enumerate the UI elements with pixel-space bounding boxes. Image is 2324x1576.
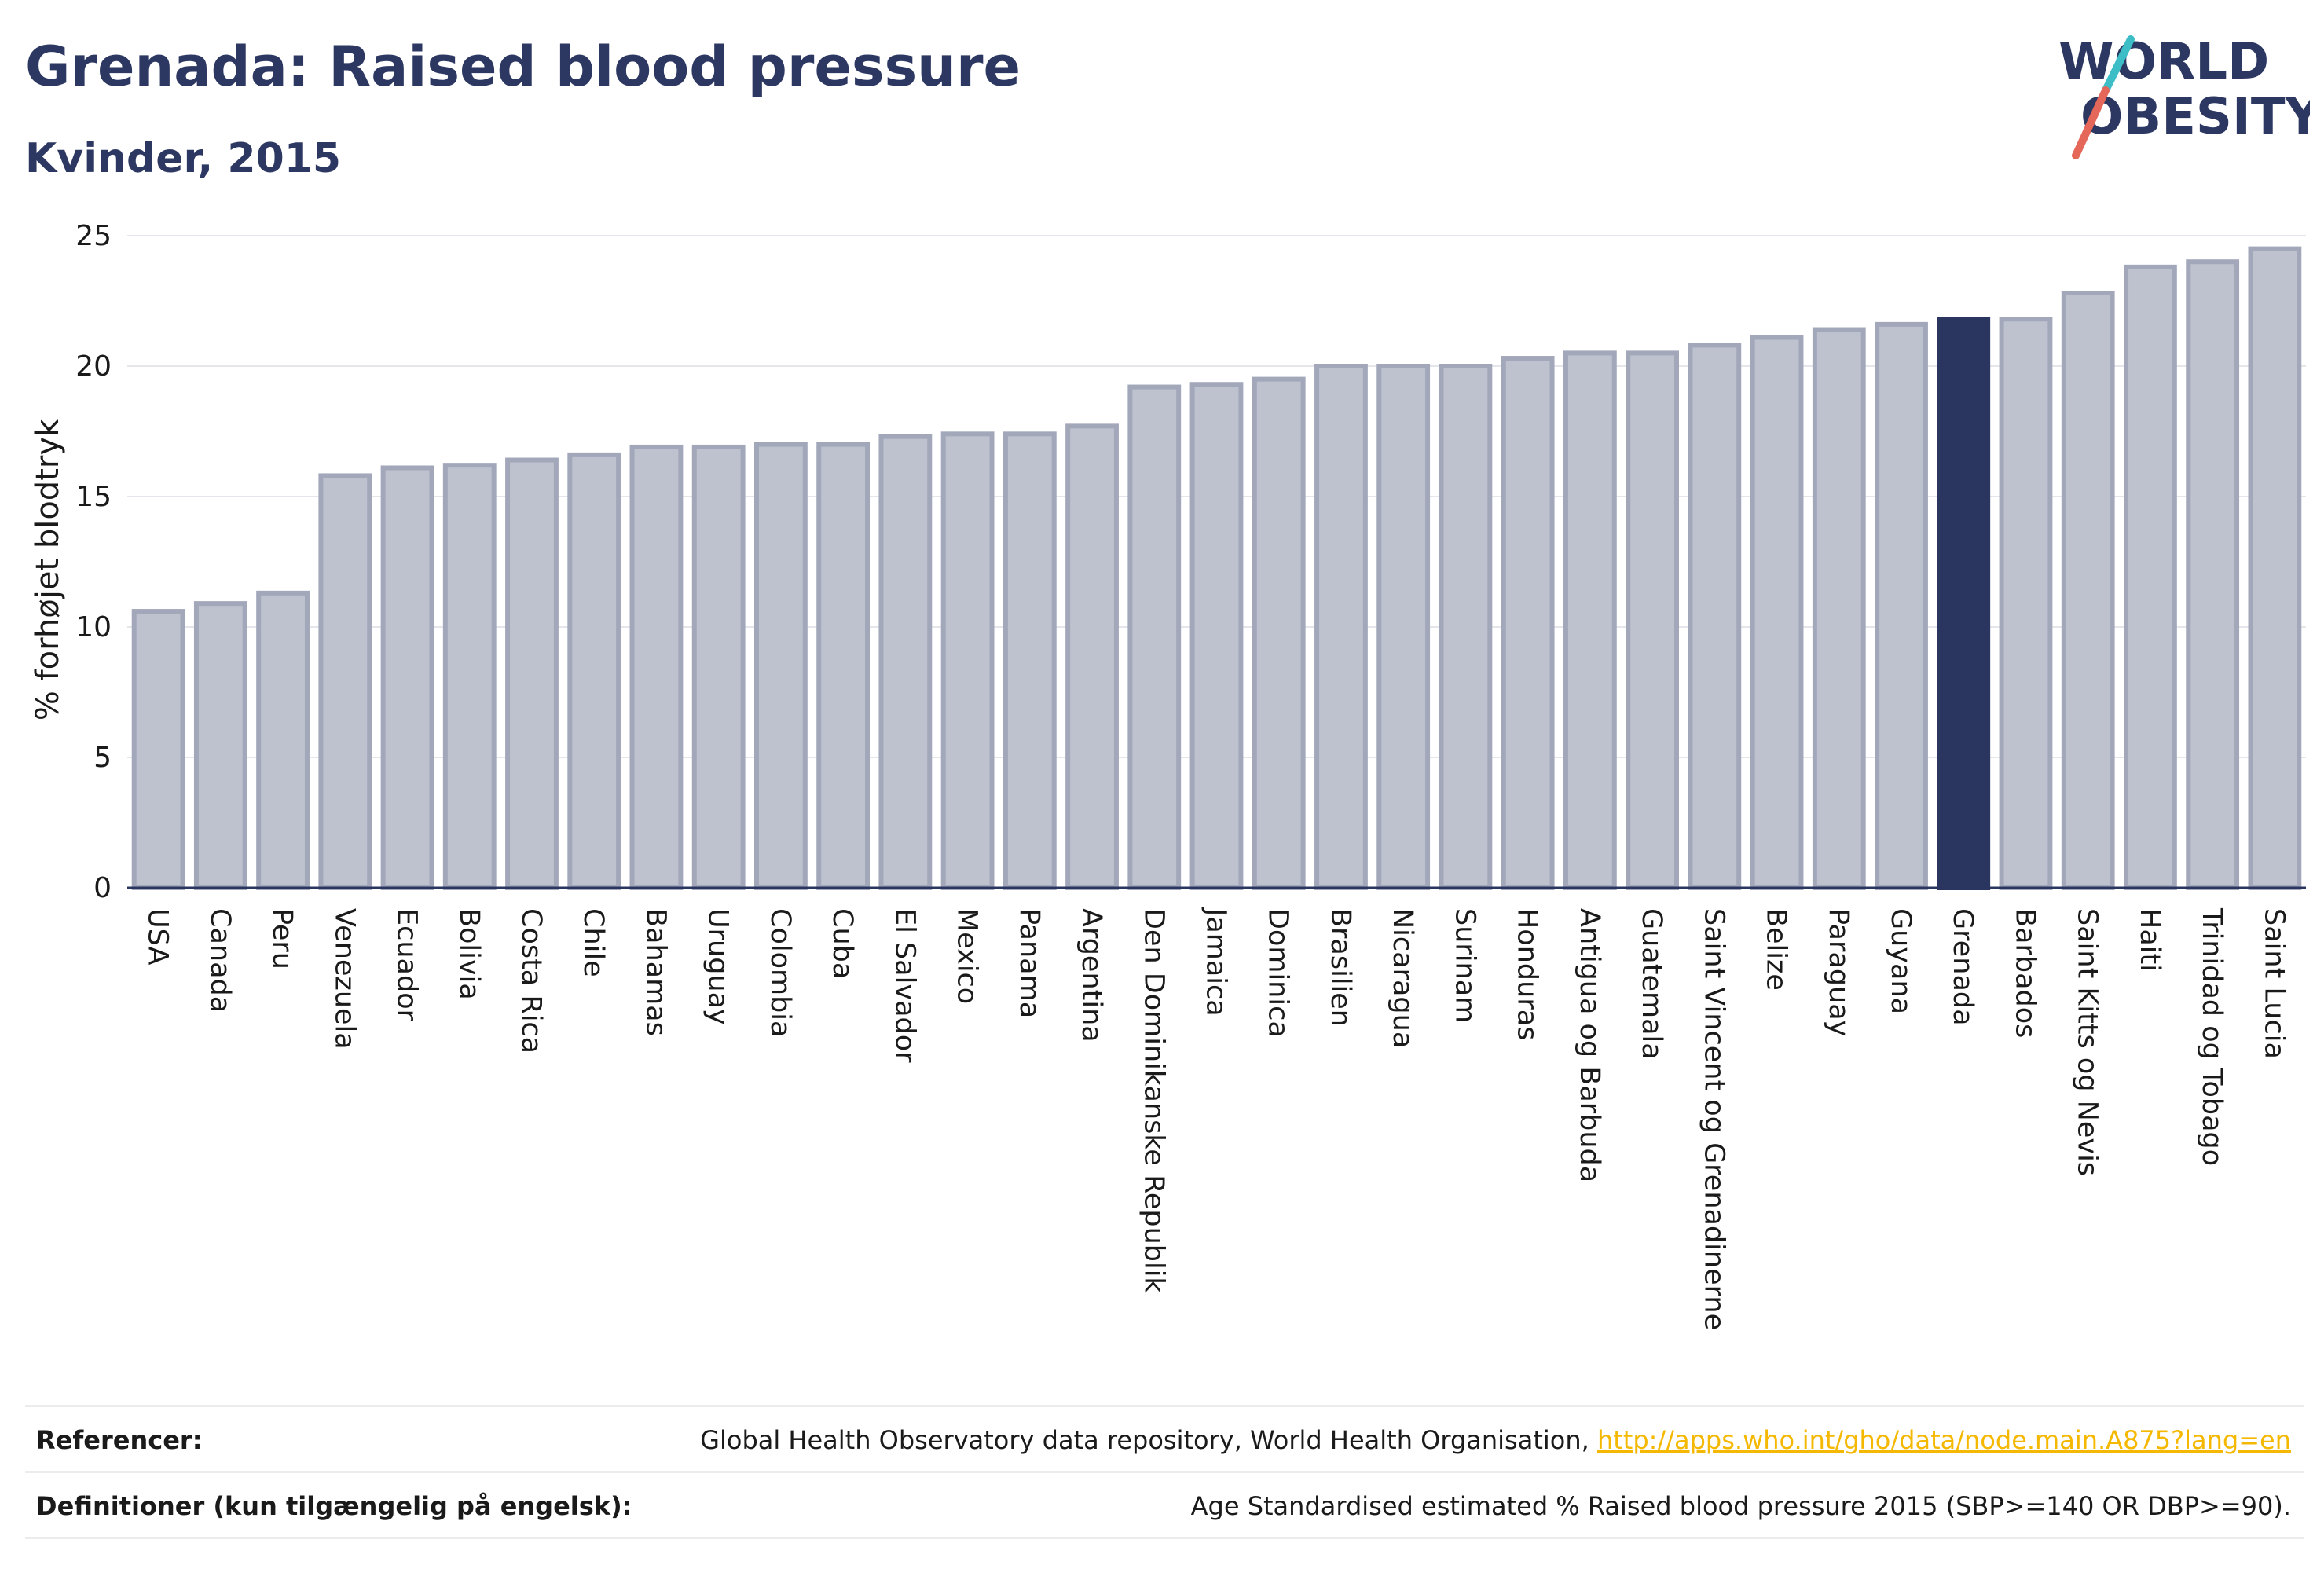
x-tick-label: Ecuador [391,908,423,1021]
x-tick-label: Barbados [2009,908,2040,1038]
bar [2186,259,2240,890]
bar [1563,350,1617,890]
x-tick-label: Jamaica [1200,907,1232,1017]
bar [1252,376,1306,891]
footer-divider-bottom [25,1537,2304,1539]
y-tick-label: 10 [75,611,112,643]
x-tick-label: Haiti [2134,908,2165,972]
x-tick-label: Nicaragua [1387,908,1418,1048]
definitions-text: Age Standardised estimated % Raised bloo… [1190,1491,2291,1521]
x-tick-label: Paraguay [1823,908,1854,1036]
bar [1065,423,1119,890]
logo-slash-red [2072,86,2110,159]
x-tick-label: Guyana [1885,908,1916,1014]
x-tick-label: Trinidad og Tobago [2196,907,2227,1166]
logo-line2: OBESITY [2080,88,2310,146]
x-tick-label: Guatemala [1636,908,1667,1060]
bar [629,444,684,890]
x-tick-label: Costa Rica [515,908,547,1054]
footer-divider-top [25,1405,2304,1407]
x-tick-label: Dominica [1263,908,1294,1038]
x-tick-label: Canada [204,908,236,1013]
bar [1439,364,1493,890]
bar [1189,382,1244,890]
bar [2061,291,2115,891]
x-tick-label: Den Dominikanske Republik [1138,908,1169,1293]
x-tick-label: Chile [577,908,609,977]
bar [1688,343,1742,890]
bar [1812,327,1866,890]
x-tick-label: Bolivia [453,908,485,1000]
bar [1003,431,1057,890]
definitions-row: Definitioner (kun tilgængelig på engelsk… [25,1474,2304,1538]
references-text: Global Health Observatory data repositor… [700,1425,1597,1455]
y-tick-label: 5 [93,742,112,774]
logo-slash-teal [2102,35,2135,94]
definitions-label: Definitioner (kun tilgængelig på engelsk… [36,1491,632,1521]
x-tick-label: Colombia [764,908,796,1037]
y-axis-title: % forhøjet blodtryk [30,418,66,720]
bar [256,590,310,891]
bar [1501,356,1555,891]
x-tick-label: Uruguay [702,908,734,1025]
y-tick-label: 0 [93,872,112,904]
x-tick-label: Cuba [827,908,858,979]
x-tick-label: Saint Vincent og Grenadinerne [1698,908,1729,1330]
x-tick-label: Grenada [1947,908,1978,1026]
y-tick-label: 25 [75,220,112,252]
bar [754,442,808,890]
bar [1626,350,1679,890]
x-tick-label: El Salvador [889,908,920,1063]
bar [878,434,933,890]
references-link[interactable]: http://apps.who.int/gho/data/node.main.A… [1596,1425,2291,1455]
bar [1314,364,1368,890]
bar-chart: 0 5 10 15 20 25 % forhøjet blodtryk USA Canada Pe… [30,220,2306,1330]
y-tick-label: 20 [75,350,112,383]
bar [691,444,746,890]
bar [505,457,559,890]
bar [1750,335,1804,891]
x-tick-label: Surinam [1449,908,1480,1023]
bar [380,465,434,890]
bar [1875,321,1928,890]
chart-subtitle: Kvinder, 2015 [25,135,342,182]
bar [131,609,185,891]
x-tick-label: Peru [266,908,298,969]
bar [193,601,247,890]
footer-divider-middle [25,1471,2304,1473]
bar [1127,384,1182,890]
x-tick-label: USA [142,908,174,965]
x-tick-label: Honduras [1512,908,1543,1040]
bar [442,463,497,890]
chart-title: Grenada: Raised blood pressure [25,35,1021,99]
x-tick-label: Argentina [1076,908,1107,1043]
bar [940,431,995,890]
x-tick-label: Brasilien [1325,908,1356,1027]
bar [1376,364,1431,890]
x-tick-label: Mexico [951,908,983,1004]
references-value: Global Health Observatory data repositor… [700,1425,2304,1455]
bar [1999,317,2053,890]
logo-line1: WORLD [2058,33,2269,91]
x-tick-label: Antigua og Barbuda [1574,908,1605,1182]
bar [2124,264,2177,890]
x-tick-label: Panama [1014,908,1045,1018]
x-tick-label: Bahamas [640,908,671,1036]
bar [2248,246,2302,891]
world-obesity-logo: WORLD OBESITY [2058,33,2310,159]
bar [567,452,621,890]
x-tick-label: Saint Kitts og Nevis [2072,908,2103,1176]
references-row: Referencer: Global Health Observatory da… [25,1408,2304,1472]
x-tick-label: Saint Lucia [2258,908,2289,1059]
bar [1937,317,1991,890]
y-tick-label: 15 [75,481,112,513]
bar [816,442,871,890]
references-label: Referencer: [36,1425,203,1455]
x-tick-label: Venezuela [328,908,360,1050]
x-tick-label: Belize [1761,908,1792,991]
bar [318,473,372,890]
